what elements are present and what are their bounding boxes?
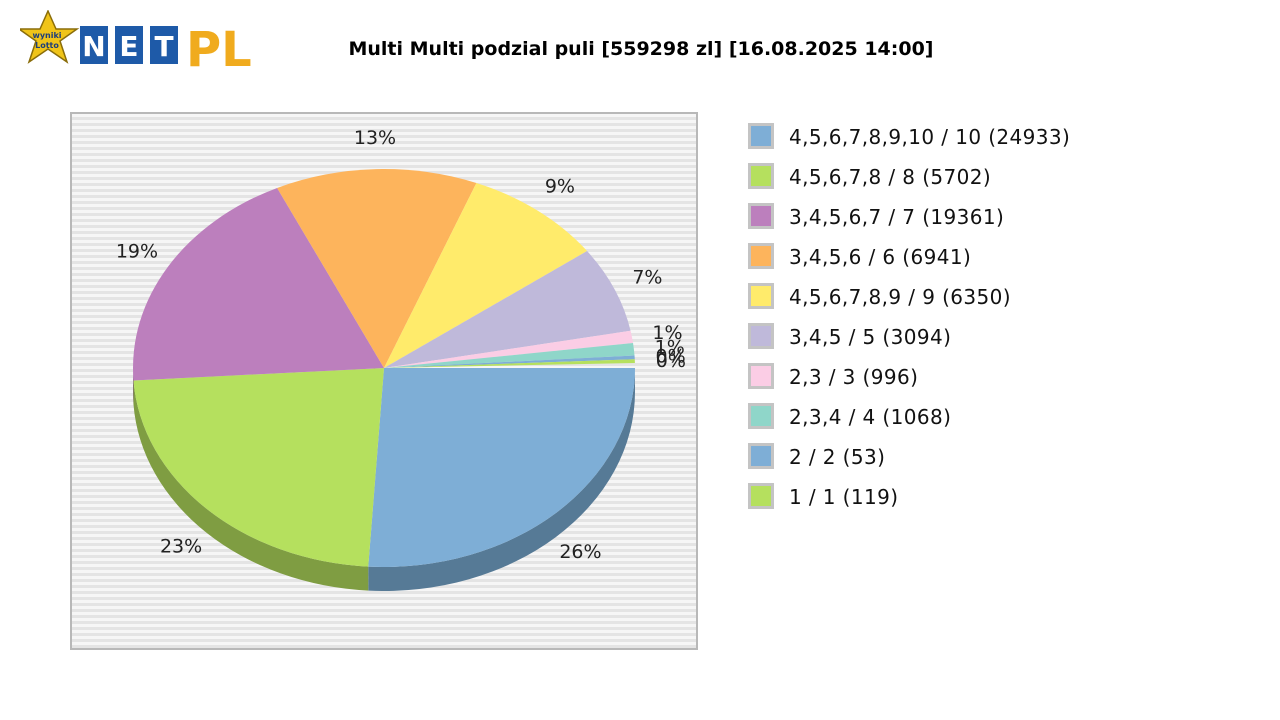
- logo-suffix-pl: PL: [186, 22, 252, 72]
- pie-percent-label: 0%: [656, 350, 686, 372]
- plot-area: 26% 23% 19% 13% 9% 7% 1% 1% 0% 0%: [70, 112, 698, 650]
- legend-swatch: [748, 483, 774, 509]
- legend-swatch: [748, 203, 774, 229]
- pie-slice: [277, 169, 477, 368]
- legend-label: 2,3 / 3 (996): [789, 365, 919, 389]
- pie-labels-group: 26%23%19%13%9%7%1%1%0%0%: [116, 127, 686, 563]
- legend-label: 3,4,5,6 / 6 (6941): [789, 245, 972, 269]
- pie-slice: [384, 355, 635, 368]
- pie-slice: [384, 343, 635, 368]
- legend-label: 3,4,5,6,7 / 7 (19361): [789, 205, 1005, 229]
- legend-swatch: [748, 363, 774, 389]
- legend-swatch: [748, 403, 774, 429]
- legend-label: 2,3,4 / 4 (1068): [789, 405, 952, 429]
- legend-label: 4,5,6,7,8 / 8 (5702): [789, 165, 992, 189]
- legend-label: 3,4,5 / 5 (3094): [789, 325, 952, 349]
- pie-percent-label: 26%: [559, 541, 601, 563]
- pie-slice: [384, 251, 631, 368]
- logo-letter-t: T: [154, 30, 173, 63]
- pie-slice: [384, 330, 634, 368]
- pie-slice: [384, 182, 588, 368]
- pie-slice: [368, 368, 635, 567]
- logo-star-icon: [16, 9, 80, 64]
- pie-percent-label: 1%: [655, 336, 685, 358]
- pie-percent-label: 13%: [354, 127, 396, 149]
- pie-percent-label: 0%: [656, 346, 686, 368]
- pie-percent-label: 19%: [116, 240, 158, 262]
- legend-label: 4,5,6,7,8,9 / 9 (6350): [789, 285, 1011, 309]
- legend-label: 1 / 1 (119): [789, 485, 899, 509]
- legend-swatch: [748, 283, 774, 309]
- legend-swatch: [748, 123, 774, 149]
- pie-slice: [384, 359, 635, 368]
- pie-slice: [133, 368, 384, 567]
- logo-letter-e: E: [119, 30, 138, 63]
- pie-slice-side: [133, 380, 369, 591]
- pie-percent-label: 1%: [652, 322, 682, 344]
- legend-swatch: [748, 443, 774, 469]
- pie-percent-label: 9%: [545, 175, 575, 197]
- pie-percent-label: 23%: [160, 536, 202, 558]
- pie-slice-side: [368, 368, 635, 591]
- logo-badge-line2: Lotto: [35, 41, 59, 50]
- legend-label: 4,5,6,7,8,9,10 / 10 (24933): [789, 125, 1071, 149]
- pie-side-group: [133, 368, 635, 591]
- legend-swatch: [748, 243, 774, 269]
- logo-letter-n: N: [82, 30, 105, 63]
- pie-chart: 26%23%19%13%9%7%1%1%0%0%: [116, 127, 686, 591]
- chart-title: Multi Multi podzial puli [559298 zl] [16…: [348, 38, 934, 60]
- legend-swatch: [748, 323, 774, 349]
- pie-slice: [133, 187, 384, 381]
- pie-top-group: [133, 169, 635, 567]
- logo-badge-line1: wyniki: [32, 31, 61, 40]
- netpl-logo: wyniki Lotto N E T PL: [16, 9, 270, 78]
- legend-swatch: [748, 163, 774, 189]
- legend-label: 2 / 2 (53): [789, 445, 886, 469]
- pie-percent-label: 7%: [632, 266, 662, 288]
- logo-graphic: wyniki Lotto N E T PL: [16, 9, 252, 78]
